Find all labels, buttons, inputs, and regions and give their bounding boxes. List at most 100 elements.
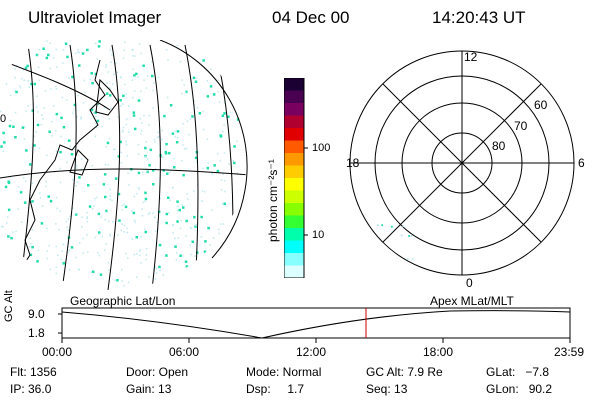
speckle-dot: [8, 124, 12, 128]
speckle-dot: [121, 268, 123, 271]
speckle-dot: [173, 166, 176, 169]
speckle-dot: [140, 52, 142, 55]
speckle-dot: [95, 123, 97, 126]
speckle-dot: [52, 105, 55, 107]
speckle-dot: [168, 212, 170, 214]
speckle-dot: [82, 102, 85, 104]
speckle-dot: [223, 112, 226, 115]
speckle-dot: [78, 176, 81, 179]
speckle-dot: [140, 133, 142, 135]
speckle-dot: [81, 52, 85, 55]
mlt-label-0: 0: [466, 276, 473, 290]
speckle-dot: [70, 246, 74, 249]
speckle-dot: [93, 108, 95, 111]
intensity-colorbar: [284, 78, 308, 278]
speckle-dot: [138, 43, 141, 45]
speckle-dot: [86, 234, 88, 236]
speckle-dot: [148, 212, 151, 214]
speckle-dot: [167, 59, 169, 61]
orbit-timeline: [58, 307, 571, 343]
speckle-dot: [220, 179, 223, 181]
geo-latitude: GLat: −7.8: [486, 365, 550, 379]
speckle-dot: [133, 74, 136, 77]
speckle-dot: [223, 124, 225, 126]
speckle-dot: [86, 212, 88, 214]
colorbar-swatch: [284, 240, 304, 254]
speckle-dot: [27, 105, 29, 107]
speckle-dot: [177, 237, 180, 239]
speckle-dot: [400, 234, 403, 237]
speckle-dot: [168, 151, 171, 155]
speckle-dot: [171, 132, 175, 135]
speckle-dot: [94, 72, 98, 76]
speckle-dot: [46, 257, 49, 260]
speckle-dot: [27, 80, 29, 82]
speckle-dot: [102, 183, 106, 186]
speckle-dot: [194, 80, 198, 83]
speckle-dot: [221, 114, 225, 117]
speckle-dot: [71, 75, 74, 79]
speckle-dot: [51, 120, 53, 123]
speckle-dot: [165, 212, 169, 216]
colorbar-swatch: [284, 215, 304, 229]
speckle-dot: [183, 148, 186, 150]
speckle-dot: [28, 245, 31, 248]
gc-altitude: GC Alt: 7.9 Re: [366, 365, 443, 379]
polar-plot: 12 18 6 0 60 70 80: [346, 50, 585, 290]
speckle-dot: [92, 270, 95, 273]
speckle-dot: [36, 95, 38, 97]
speckle-dot: [90, 108, 94, 112]
speckle-dot: [109, 87, 111, 89]
speckle-dot: [145, 87, 148, 89]
colorbar-swatch: [284, 265, 304, 278]
speckle-dot: [163, 114, 166, 118]
speckle-dot: [86, 217, 88, 220]
timeline-x-tick: 18:00: [423, 345, 454, 359]
speckle-dot: [37, 249, 40, 252]
speckle-dot: [104, 163, 107, 166]
speckle-dot: [9, 94, 12, 96]
speckle-dot: [72, 178, 74, 181]
speckle-dot: [145, 247, 148, 250]
speckle-dot: [122, 94, 125, 98]
speckle-dot: [108, 269, 110, 271]
speckle-dot: [55, 272, 57, 275]
speckle-dot: [128, 184, 130, 186]
speckle-dot: [222, 173, 224, 175]
speckle-dot: [45, 180, 47, 183]
speckle-dot: [40, 123, 43, 126]
speckle-dot: [120, 76, 122, 79]
speckle-dot: [219, 160, 221, 162]
colorbar-swatch: [284, 178, 304, 191]
speckle-dot: [127, 257, 129, 259]
speckle-dot: [20, 221, 23, 223]
speckle-dot: [58, 228, 60, 231]
geo-panel-label: Geographic Lat/Lon: [70, 294, 176, 308]
speckle-dot: [151, 169, 155, 172]
speckle-dot: [21, 126, 25, 129]
speckle-dot: [211, 173, 213, 175]
speckle-dot: [98, 254, 100, 257]
colorbar-swatch: [284, 78, 304, 91]
speckle-dot: [15, 90, 18, 94]
speckle-dot: [111, 199, 113, 202]
speckle-dot: [136, 253, 138, 255]
speckle-dot: [135, 72, 138, 76]
speckle-dot: [68, 77, 70, 79]
speckle-dot: [56, 66, 58, 68]
speckle-dot: [42, 47, 45, 50]
speckle-dot: [212, 93, 216, 96]
speckle-dot: [35, 106, 38, 108]
speckle-dot: [25, 149, 28, 152]
speckle-dot: [38, 147, 41, 149]
coastline: [95, 78, 119, 116]
speckle-dot: [233, 145, 236, 148]
speckle-dot: [157, 131, 159, 134]
speckle-dot: [206, 80, 209, 82]
speckle-dot: [121, 209, 123, 211]
lat-label-80: 80: [492, 139, 506, 153]
speckle-dot: [174, 130, 176, 132]
speckle-dot: [148, 114, 150, 117]
speckle-dot: [80, 168, 83, 170]
speckle-dot: [126, 231, 128, 234]
